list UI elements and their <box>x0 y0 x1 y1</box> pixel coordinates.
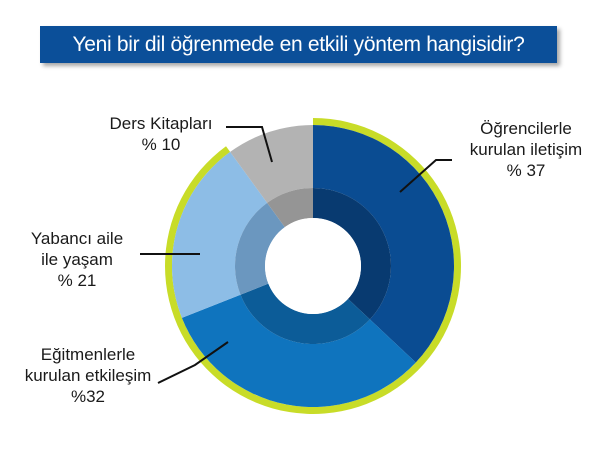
label-value: % 37 <box>506 161 546 180</box>
leader-line-3 <box>226 126 273 163</box>
label-value: % 10 <box>141 135 181 154</box>
slice-inner-3 <box>267 188 313 228</box>
label-yabanci-aile: Yabancı aile ile yaşam % 21 <box>22 228 132 291</box>
label-line: Öğrencilerle <box>480 119 572 138</box>
slice-outer-0 <box>313 125 454 363</box>
label-value: % 21 <box>57 271 97 290</box>
slice-outer-2 <box>172 151 268 318</box>
label-ders-kitaplari: Ders Kitapları % 10 <box>100 113 222 155</box>
slice-inner-0 <box>313 188 392 320</box>
label-ogrencilerle: Öğrencilerle kurulan iletişim % 37 <box>456 118 596 181</box>
slice-outer-3 <box>230 125 313 203</box>
slice-outer-1 <box>181 294 416 407</box>
label-egitmenlerle: Eğitmenlerle kurulan etkileşim %32 <box>18 344 158 407</box>
label-line: kurulan etkileşim <box>24 366 152 385</box>
label-line: Yabancı aile <box>30 229 124 248</box>
donut-hole <box>265 218 361 314</box>
label-line: ile yaşam <box>41 250 113 269</box>
leader-line-1 <box>157 341 229 384</box>
label-line: kurulan iletişim <box>469 140 583 159</box>
label-line: Eğitmenlerle <box>40 345 136 364</box>
label-value: %32 <box>70 387 106 406</box>
slice-inner-2 <box>235 202 285 295</box>
label-line: Ders Kitapları <box>109 114 213 133</box>
chart-title: Yeni bir dil öğrenmede en etkili yöntem … <box>40 26 557 63</box>
leader-line-0 <box>399 159 452 193</box>
slice-inner-1 <box>240 283 370 344</box>
